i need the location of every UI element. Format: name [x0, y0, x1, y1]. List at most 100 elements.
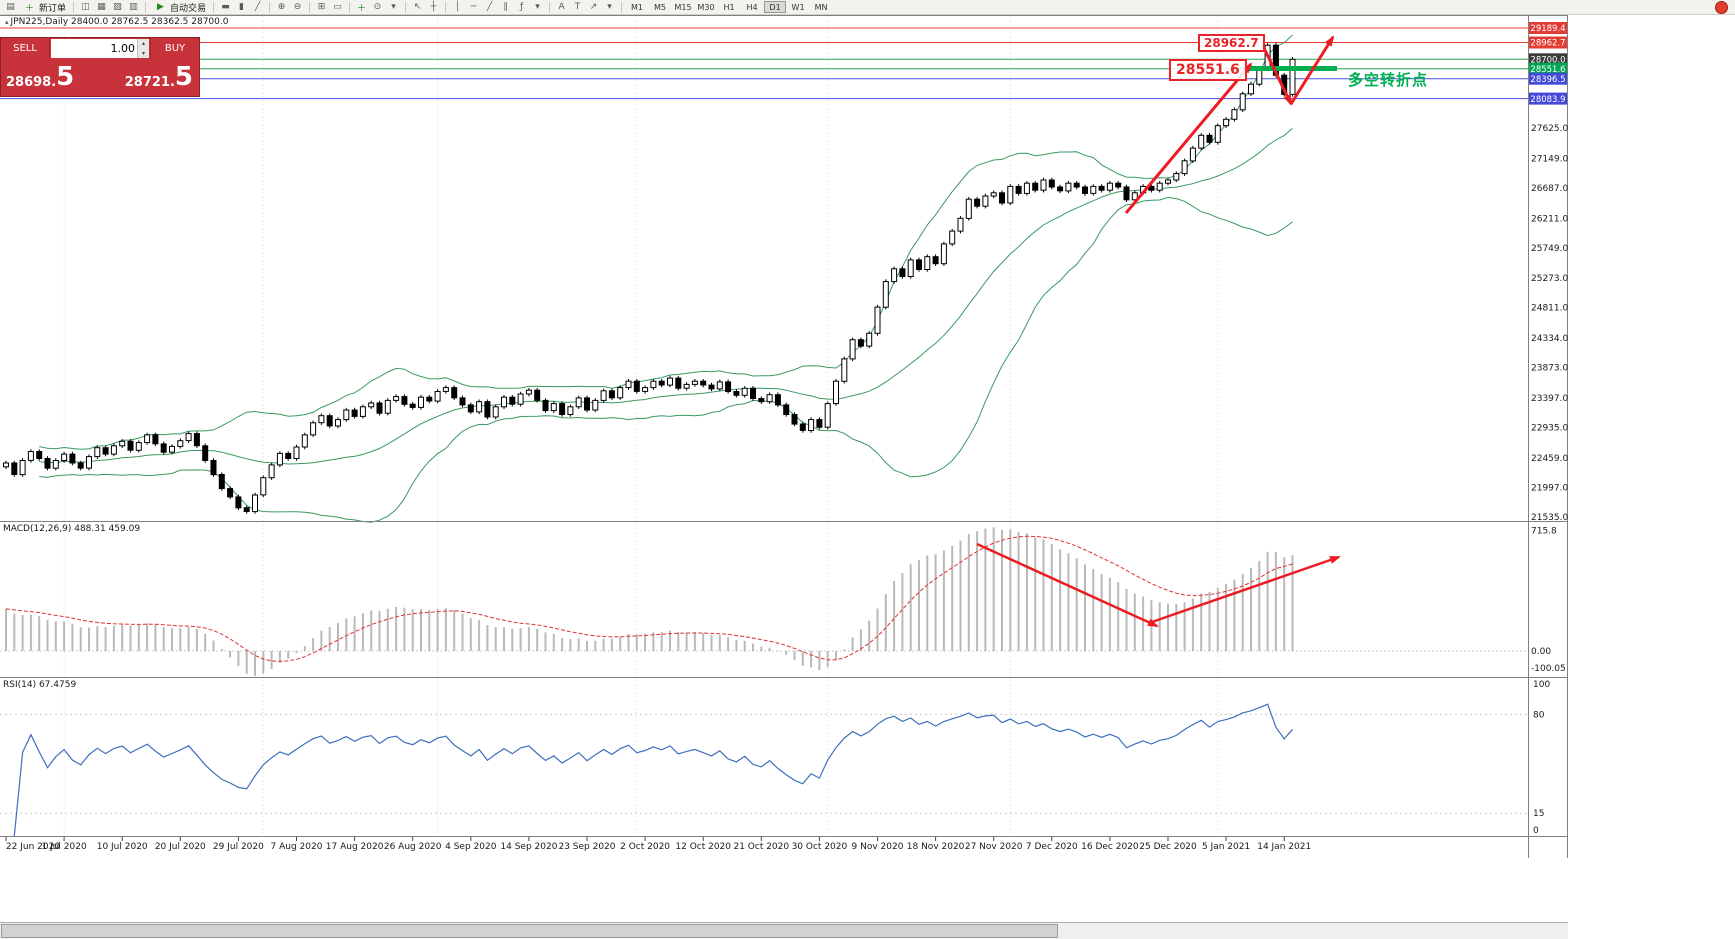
volume-down-button[interactable]: ▾ [138, 48, 149, 58]
text-icon[interactable]: A [558, 2, 565, 12]
cascade-windows-icon[interactable]: ▧ [113, 2, 122, 12]
svg-text:22459.0: 22459.0 [1531, 454, 1568, 464]
candlestick-type-icon[interactable]: ▮ [239, 2, 244, 12]
svg-text:26211.0: 26211.0 [1531, 214, 1568, 224]
svg-text:21535.0: 21535.0 [1531, 513, 1568, 523]
toolbar-separator [213, 1, 215, 13]
svg-text:1 Jul 2020: 1 Jul 2020 [41, 842, 86, 852]
crosshair-icon[interactable]: ┼ [430, 2, 437, 12]
svg-text:23873.0: 23873.0 [1531, 364, 1568, 374]
text-label-icon[interactable]: T [574, 2, 581, 12]
timeframe-mn[interactable]: MN [814, 2, 828, 12]
rsi-panel [0, 703, 1528, 837]
clock-icon[interactable]: ⊙ [373, 2, 382, 12]
svg-text:26 Aug 2020: 26 Aug 2020 [384, 842, 442, 852]
indicators-dropdown-icon[interactable]: ▾ [391, 2, 396, 12]
toolbar-separator [269, 1, 271, 13]
autotrading-label: 自动交易 [170, 3, 207, 14]
macd-panel [0, 527, 1528, 676]
toolbar: ▤ ＋ 新订单 ◫ ▦ ▧ ▥ ▶ 自动交易 ▬ ▮ ╱ ⊕ ⊖ ⊞ ▭ ＋ ⊙… [0, 0, 1735, 15]
toolbar-separator [621, 1, 623, 13]
timeframe-w1[interactable]: W1 [791, 2, 805, 12]
trendline-icon[interactable]: ╱ [486, 2, 493, 12]
horizontal-scrollbar[interactable] [0, 922, 1568, 939]
open-chart-icon[interactable]: ◫ [81, 2, 90, 12]
svg-text:12 Oct 2020: 12 Oct 2020 [675, 842, 731, 852]
chart-title-text: JPN225,Daily 28400.0 28762.5 28362.5 287… [10, 17, 229, 27]
svg-text:-100.05: -100.05 [1531, 664, 1566, 674]
toolbar-separator [445, 1, 447, 13]
timeframe-m15[interactable]: M15 [674, 2, 692, 12]
arrows-tool-icon[interactable]: ↗ [589, 2, 598, 12]
timeframe-m1[interactable]: M1 [631, 2, 644, 12]
buy-button[interactable]: BUY [150, 38, 199, 59]
zoom-in-icon[interactable]: ⊕ [277, 2, 286, 12]
lines-dropdown-icon[interactable]: ▾ [535, 2, 540, 12]
alert-status-icon[interactable] [1715, 0, 1728, 14]
period-separators [63, 16, 1219, 836]
svg-text:26687.0: 26687.0 [1531, 184, 1568, 194]
svg-text:22 Jun 2020: 22 Jun 2020 [6, 842, 60, 852]
volume-field[interactable]: 1.00 ▴ ▾ [51, 39, 149, 58]
one-click-trading-panel: SELL 1.00 ▴ ▾ BUY 28698. 5 28721. 5 [0, 37, 200, 97]
vertical-line-icon[interactable]: │ [454, 2, 461, 12]
svg-text:9 Nov 2020: 9 Nov 2020 [852, 842, 904, 852]
indicators-icon[interactable]: ＋ [357, 3, 367, 14]
timeframe-h4[interactable]: H4 [746, 2, 758, 12]
price-scale: 27625.0 27149.0 26687.0 26211.0 25749.0 25273… [1529, 22, 1568, 836]
timeframe-m30[interactable]: M30 [697, 2, 715, 12]
timeframe-h1[interactable]: H1 [723, 2, 735, 12]
toolbar-separator [309, 1, 311, 13]
autotrading-button[interactable]: ▶ 自动交易 [150, 1, 209, 14]
svg-text:25749.0: 25749.0 [1531, 244, 1568, 254]
svg-text:23397.0: 23397.0 [1531, 394, 1568, 404]
horizontal-line-icon[interactable]: ─ [470, 2, 477, 12]
scrollbar-thumb[interactable] [1, 924, 1058, 938]
bar-chart-type-icon[interactable]: ▬ [221, 2, 230, 12]
profiles-icon[interactable]: ▦ [97, 2, 106, 12]
cursor-icon[interactable]: ↖ [413, 2, 422, 12]
zoom-out-icon[interactable]: ⊖ [293, 2, 302, 12]
toolbar-separator [405, 1, 407, 13]
svg-text:14 Sep 2020: 14 Sep 2020 [500, 842, 557, 852]
level-lines [0, 27, 1528, 100]
toolbar-separator [73, 1, 75, 13]
channel-icon[interactable]: ∥ [503, 2, 508, 12]
chart-window-icon[interactable]: ▤ [6, 2, 15, 12]
svg-text:28962.7: 28962.7 [1530, 39, 1565, 49]
toolbar-separator [349, 1, 351, 13]
svg-text:7 Dec 2020: 7 Dec 2020 [1026, 842, 1078, 852]
market-watch-icon[interactable]: ▥ [129, 2, 138, 12]
timeframe-d1[interactable]: D1 [764, 1, 787, 13]
svg-text:15: 15 [1533, 809, 1544, 819]
svg-text:17 Aug 2020: 17 Aug 2020 [326, 842, 384, 852]
svg-text:27149.0: 27149.0 [1531, 154, 1568, 164]
sell-button[interactable]: SELL [1, 38, 50, 59]
fibonacci-icon[interactable]: ƒ [519, 2, 524, 12]
volume-stepper: ▴ ▾ [137, 39, 149, 58]
timeframe-m5[interactable]: M5 [654, 2, 667, 12]
pivot-text-annotation[interactable]: 多空转折点 [1348, 71, 1429, 89]
svg-text:27625.0: 27625.0 [1531, 124, 1568, 134]
high-price-annotation[interactable]: 28962.7 [1198, 34, 1265, 52]
chart-title: ▴ JPN225,Daily 28400.0 28762.5 28362.5 28… [5, 17, 228, 27]
new-order-icon: ＋ [24, 3, 34, 14]
candles [3, 43, 1296, 514]
volume-up-button[interactable]: ▴ [138, 39, 149, 49]
new-order-button[interactable]: ＋ 新订单 [19, 1, 69, 14]
macd-indicator-label: MACD(12,26,9) 488.31 459.09 [3, 524, 141, 534]
data-window-icon[interactable]: ▭ [333, 2, 342, 12]
svg-text:27 Nov 2020: 27 Nov 2020 [965, 842, 1023, 852]
svg-text:14 Jan 2021: 14 Jan 2021 [1257, 842, 1311, 852]
sell-price-pip: 5 [56, 62, 75, 93]
tile-windows-icon[interactable]: ⊞ [317, 2, 326, 12]
toolbar-separator [549, 1, 551, 13]
new-order-label: 新订单 [39, 3, 67, 14]
shapes-dropdown-icon[interactable]: ▾ [607, 2, 612, 12]
svg-text:21997.0: 21997.0 [1531, 483, 1568, 493]
volume-value[interactable]: 1.00 [110, 42, 136, 55]
pivot-price-annotation[interactable]: 28551.6 [1169, 59, 1247, 81]
line-chart-type-icon[interactable]: ╱ [254, 2, 261, 12]
